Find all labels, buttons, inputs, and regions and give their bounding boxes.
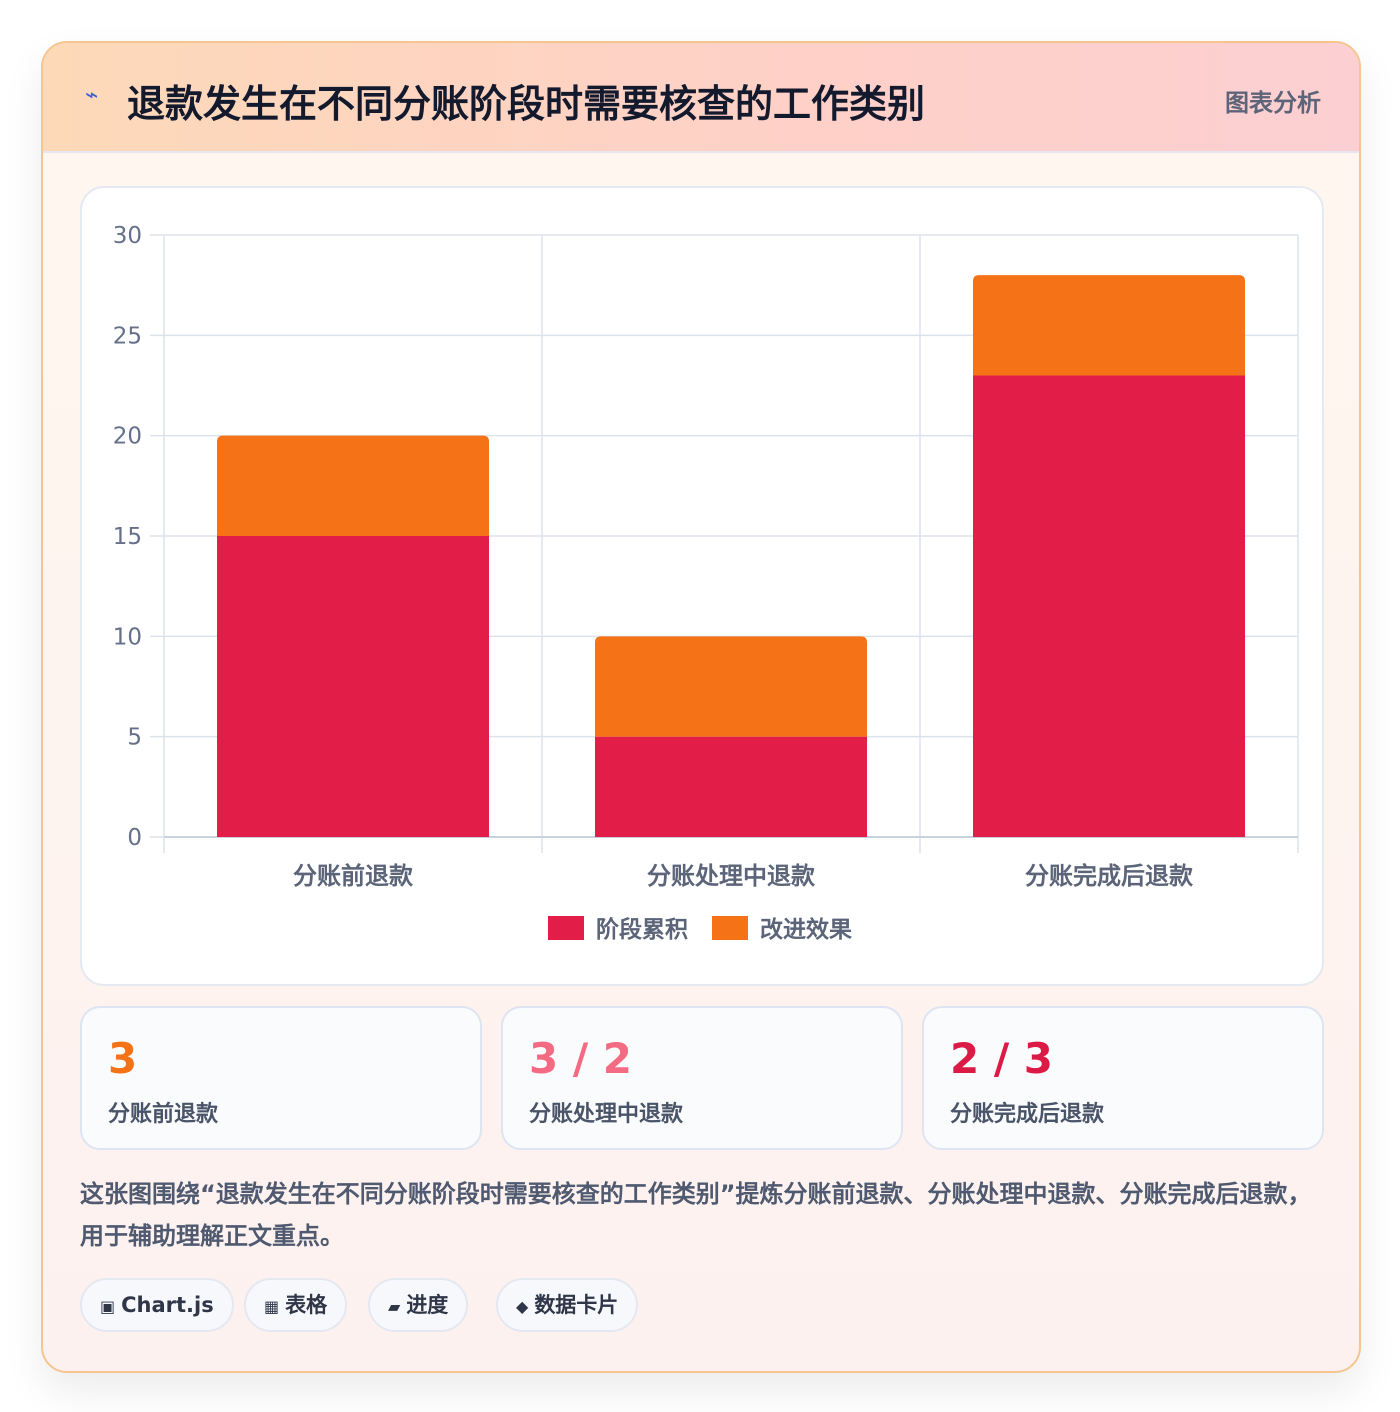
y-tick-label: 0	[127, 825, 142, 851]
chart-card: ⌁ 退款发生在不同分账阶段时需要核查的工作类别 图表分析 0 5 10 15 20 25 3…	[41, 41, 1361, 1373]
bar-segment	[973, 375, 1245, 837]
stat-value-3: 2 / 3	[950, 1034, 1054, 1083]
card-header: ⌁ 退款发生在不同分账阶段时需要核查的工作类别 图表分析	[43, 43, 1359, 153]
tag-label: 进度	[406, 1293, 449, 1317]
tag-data-card[interactable]: ◆ 数据卡片	[496, 1278, 639, 1332]
stat-card-3: 2 / 3 分账完成后退款	[922, 1006, 1324, 1150]
legend-swatch	[712, 916, 748, 940]
bar-segment	[217, 435, 489, 536]
tag-label: 数据卡片	[534, 1293, 619, 1317]
table-icon: ▦	[264, 1297, 280, 1316]
y-tick-label: 30	[113, 223, 142, 249]
stat-value-1: 3	[108, 1034, 138, 1083]
stat-label-1: 分账前退款	[108, 1102, 219, 1127]
stat-card-2: 3 / 2 分账处理中退款	[501, 1006, 903, 1150]
tag-label: Chart.js	[121, 1293, 214, 1317]
stat-card-1: 3 分账前退款	[80, 1006, 482, 1150]
diamond-icon: ◆	[516, 1297, 529, 1316]
y-tick-label: 5	[127, 725, 142, 751]
x-tick-label: 分账前退款	[293, 862, 414, 890]
legend-label: 阶段累积	[596, 916, 688, 943]
stat-label-2: 分账处理中退款	[529, 1102, 684, 1127]
x-tick-label: 分账处理中退款	[647, 862, 816, 890]
stat-value-2: 3 / 2	[529, 1034, 633, 1083]
bar-segment	[595, 736, 867, 837]
progress-icon: ▰	[388, 1297, 401, 1316]
legend-swatch	[548, 916, 584, 940]
bar-segment	[595, 636, 867, 737]
legend-label: 改进效果	[760, 916, 852, 943]
chip-icon: ▣	[100, 1297, 116, 1316]
bar-segment	[217, 536, 489, 837]
x-tick-label: 分账完成后退款	[1025, 862, 1194, 890]
bar-segment	[973, 275, 1245, 376]
page-title: 退款发生在不同分账阶段时需要核查的工作类别	[127, 82, 926, 126]
chart-analysis-label: 图表分析	[1225, 89, 1321, 117]
tag-progress[interactable]: ▰ 进度	[368, 1278, 469, 1332]
chart-description: 这张图围绕“退款发生在不同分账阶段时需要核查的工作类别”提炼分账前退款、分账处理…	[80, 1180, 1312, 1250]
chart-container: 0 5 10 15 20 25 30 分账前退款 分账处理中退款 分账完成后退款阶段累积 改进效果	[80, 186, 1324, 986]
tag-chartjs[interactable]: ▣ Chart.js	[80, 1278, 234, 1332]
lightning-icon: ⌁	[85, 83, 99, 108]
y-tick-label: 10	[113, 624, 142, 650]
stat-label-3: 分账完成后退款	[950, 1102, 1105, 1127]
tag-label: 表格	[285, 1293, 328, 1317]
y-tick-label: 25	[113, 323, 142, 349]
y-tick-label: 15	[113, 524, 142, 550]
y-tick-label: 20	[113, 424, 142, 450]
tag-table[interactable]: ▦ 表格	[244, 1278, 348, 1332]
